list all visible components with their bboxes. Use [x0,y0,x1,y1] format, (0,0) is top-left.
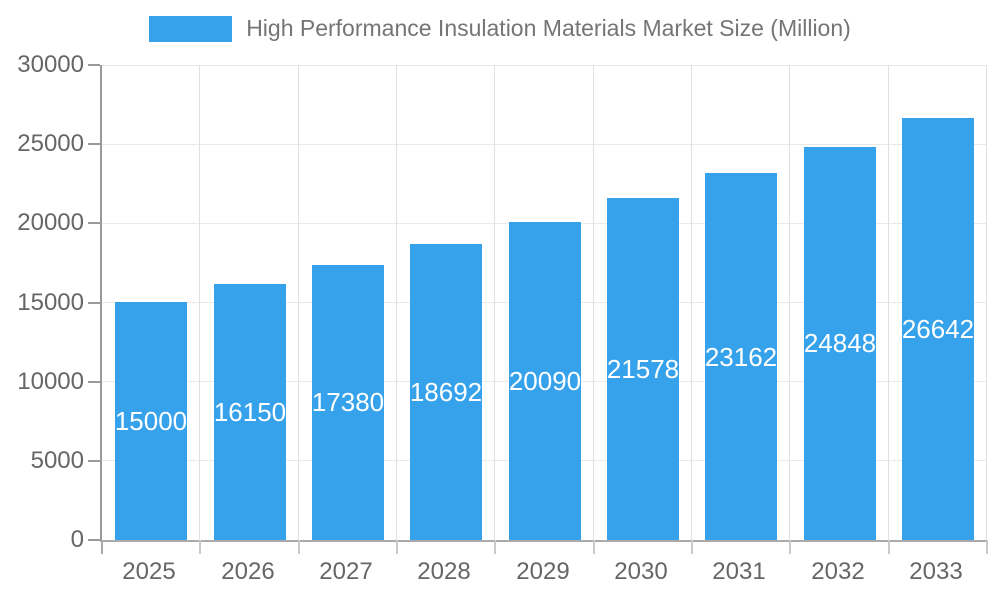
x-tick-mark [494,540,497,554]
y-axis-label: 20000 [17,209,84,237]
y-tick-mark [88,380,100,383]
y-axis-label: 10000 [17,367,84,395]
y-axis-label: 5000 [30,446,84,474]
v-gridline [592,65,594,540]
v-gridline [789,65,791,540]
x-tick-mark [592,540,595,554]
x-axis-label: 2028 [417,558,471,585]
x-tick-mark [199,540,202,554]
bar-value-label: 24848 [803,328,877,358]
y-axis-label: 15000 [17,288,84,316]
x-axis-label: 2025 [122,558,176,585]
x-tick-mark [789,540,792,554]
v-gridline [986,65,987,540]
bar[interactable] [115,302,187,540]
v-gridline [887,65,889,540]
x-tick-mark [101,540,103,554]
x-axis-label: 2027 [319,558,373,585]
bar-value-label: 15000 [114,406,188,436]
legend-label[interactable]: High Performance Insulation Materials Ma… [246,15,851,41]
v-gridline [199,65,201,540]
y-tick-mark [88,222,100,225]
x-tick-mark [297,540,300,554]
y-tick-mark [88,143,100,146]
v-gridline [494,65,496,540]
y-axis-label: 0 [70,526,84,553]
y-axis-label: 30000 [17,51,84,78]
bar[interactable] [214,284,286,540]
bar-value-label: 20090 [508,366,582,396]
x-tick-mark [887,540,890,554]
y-axis-label: 25000 [17,130,84,158]
x-axis-label: 2031 [712,558,766,585]
legend: High Performance Insulation Materials Ma… [0,15,1000,42]
bar-value-label: 18692 [409,377,483,407]
bar-value-label: 26642 [901,314,975,344]
h-gridline [102,64,987,66]
v-gridline [691,65,692,540]
x-axis-label: 2032 [811,558,865,585]
bar[interactable] [509,222,581,540]
plot-area: 15000 16150 17380 18692 20090 21578 23162 24848… [88,64,988,554]
bar-value-label: 16150 [213,397,287,427]
bar[interactable] [410,244,482,540]
bar-value-label: 23162 [704,342,778,372]
y-tick-mark [88,539,100,541]
x-axis-label: 2026 [221,558,275,585]
bar[interactable] [607,198,679,540]
bar[interactable] [312,265,384,540]
x-axis-label: 2029 [516,558,570,585]
v-gridline [297,65,299,540]
x-tick-mark [986,540,988,554]
x-tick-mark [691,540,693,554]
bar-value-label: 17380 [311,387,385,417]
bar-value-label: 21578 [606,354,680,384]
h-gridline [102,143,987,145]
bar[interactable] [804,147,876,540]
y-tick-mark [88,301,100,304]
legend-swatch[interactable] [149,15,233,42]
x-axis-label: 2033 [909,558,963,585]
y-tick-mark [88,64,100,66]
v-gridline [396,65,397,540]
y-tick-mark [88,459,100,462]
bar[interactable] [705,173,777,540]
x-tick-mark [396,540,398,554]
x-axis-label: 2030 [614,558,668,585]
bar[interactable] [902,118,974,540]
